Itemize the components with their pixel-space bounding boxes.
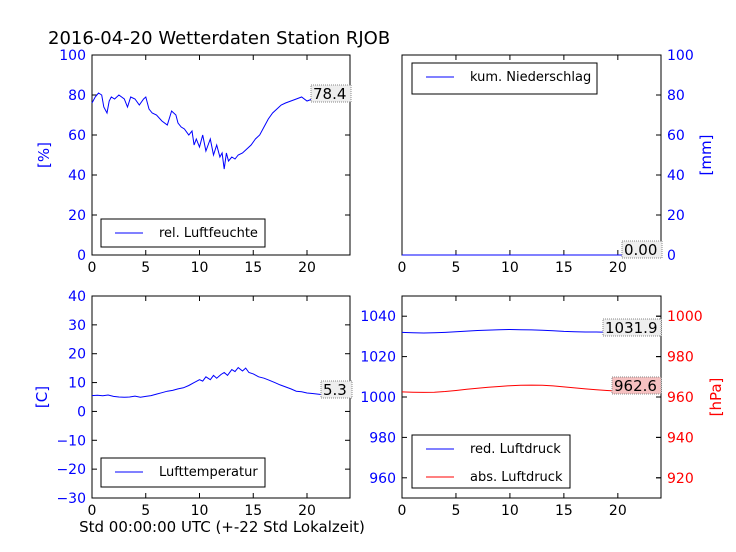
x-tick-label: 10 (501, 503, 519, 519)
y-tick-label: 20 (68, 208, 86, 224)
y-tick-label-right: 1000 (667, 309, 703, 325)
x-tick-label: 0 (88, 503, 97, 519)
x-tick-label: 15 (555, 260, 573, 276)
y-tick-label-right: 60 (667, 128, 685, 144)
x-tick-label: 5 (141, 503, 150, 519)
y-axis-label-right: [hPa] (707, 378, 725, 417)
y-axis-label: [%] (35, 142, 53, 168)
y-tick-label: 1040 (360, 309, 396, 325)
y-tick-label: −20 (56, 462, 86, 478)
y-tick-label-right: 960 (667, 390, 694, 406)
x-tick-label: 15 (244, 503, 262, 519)
x-tick-label: 0 (398, 260, 407, 276)
legend-label: red. Luftdruck (470, 442, 561, 457)
x-tick-label: 20 (298, 503, 316, 519)
y-tick-label: −30 (56, 491, 86, 507)
y-tick-label: 80 (68, 88, 86, 104)
y-axis-label-right: [mm] (697, 135, 715, 176)
y-axis-label: [C] (33, 386, 51, 408)
y-tick-label: 20 (68, 347, 86, 363)
value-annotation: 962.6 (614, 377, 657, 395)
value-box (320, 380, 353, 399)
value-box (602, 318, 662, 337)
y-tick-label: 30 (68, 318, 86, 334)
figure-title: 2016-04-20 Wetterdaten Station RJOB (48, 28, 390, 49)
y-tick-label: 40 (68, 289, 86, 305)
legend-box (411, 434, 571, 489)
x-tick-label: 20 (609, 503, 627, 519)
y-tick-label: 10 (68, 376, 86, 392)
value-box (621, 240, 663, 259)
y-tick-label-right: 80 (667, 88, 685, 104)
y-tick-label: 40 (68, 168, 86, 184)
y-tick-label-right: 980 (667, 350, 694, 366)
legend-label: rel. Luftfeuchte (159, 226, 258, 241)
value-box (611, 376, 662, 395)
panel-precipitation: 0 5 10 15 20 0 20 40 60 80 100 [mm] 0.00 kum. Nieders… (398, 48, 715, 276)
x-tick-label: 20 (609, 260, 627, 276)
panel-temperature: 0 5 10 15 20 −30 −20 −10 0 10 20 30 40 [C] 5.3 Lufttemp… (33, 289, 353, 519)
value-box (310, 84, 352, 103)
y-tick-label: 960 (369, 471, 396, 487)
y-tick-label: 60 (68, 128, 86, 144)
x-tick-label: 0 (398, 503, 407, 519)
y-tick-label: 1000 (360, 390, 396, 406)
y-tick-label: 1020 (360, 350, 396, 366)
legend-label: Lufttemperatur (159, 465, 258, 480)
y-tick-label-right: 0 (667, 248, 676, 264)
y-tick-label-right: 100 (667, 48, 694, 64)
legend-label: abs. Luftdruck (470, 470, 563, 485)
x-tick-label: 5 (451, 503, 460, 519)
y-tick-label-right: 40 (667, 168, 685, 184)
x-tick-label: 10 (191, 260, 209, 276)
series-line-lufttemperatur (91, 366, 350, 398)
x-tick-label: 20 (298, 260, 316, 276)
panel-pressure: 0 5 10 15 20 960 980 1000 1020 1040 920 940 960 980 10… (360, 295, 725, 519)
value-annotation: 0.00 (624, 241, 657, 259)
panel-humidity: 0 5 10 15 20 0 20 40 60 80 100 [%] 78.4 rel. Luftfeuc… (35, 48, 352, 276)
x-axis-label: Std 00:00:00 UTC (+-22 Std Lokalzeit) (79, 518, 365, 536)
x-tick-label: 10 (501, 260, 519, 276)
x-tick-label: 15 (555, 503, 573, 519)
x-tick-label: 10 (191, 503, 209, 519)
y-tick-label-right: 920 (667, 471, 694, 487)
y-tick-label-right: 940 (667, 430, 694, 446)
plot-frame (91, 54, 351, 256)
legend-label: kum. Niederschlag (470, 70, 591, 85)
y-tick-label: 100 (59, 48, 86, 64)
y-tick-label-right: 20 (667, 208, 685, 224)
y-tick-label: 0 (77, 248, 86, 264)
x-tick-label: 0 (88, 260, 97, 276)
value-annotation: 78.4 (313, 85, 346, 103)
x-tick-label: 15 (244, 260, 262, 276)
y-tick-label: −10 (56, 433, 86, 449)
x-tick-label: 5 (451, 260, 460, 276)
legend-box (411, 62, 598, 95)
y-tick-label: 0 (77, 404, 86, 420)
series-line-rel-luftfeuchte (91, 92, 350, 170)
value-annotation: 5.3 (323, 381, 347, 399)
value-annotation: 1031.9 (605, 319, 658, 337)
y-tick-label: 980 (369, 430, 396, 446)
x-tick-label: 5 (141, 260, 150, 276)
